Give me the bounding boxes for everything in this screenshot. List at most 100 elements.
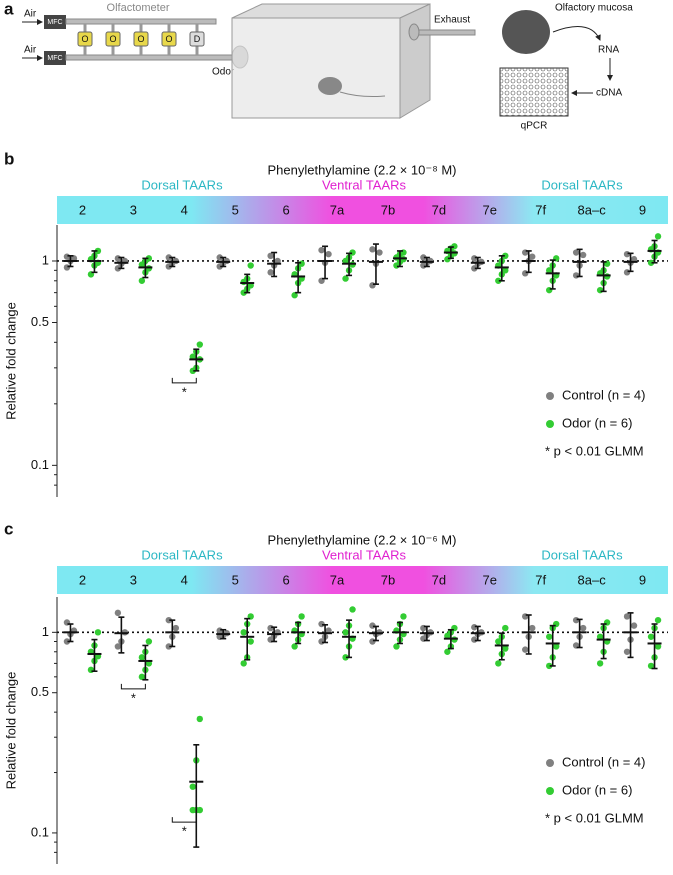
data-point <box>318 246 325 254</box>
significance-label: * <box>182 824 187 839</box>
group-label: Dorsal TAARs <box>141 177 223 192</box>
data-point <box>247 638 254 645</box>
significance-label: * <box>131 690 136 705</box>
data-point <box>189 783 196 790</box>
y-tick-label: 0.1 <box>31 457 49 472</box>
data-point <box>267 252 274 260</box>
data-point <box>172 624 179 632</box>
data-point <box>94 629 102 636</box>
data-point <box>298 260 305 267</box>
rna-label: RNA <box>598 45 619 56</box>
exhaust-pipe <box>414 29 476 36</box>
data-point <box>114 609 122 617</box>
data-point <box>114 265 122 272</box>
data-point <box>603 273 611 280</box>
legend-marker <box>546 420 554 428</box>
x-tick-label: 7d <box>432 572 446 587</box>
mfc-box <box>44 15 66 29</box>
data-point <box>165 643 172 650</box>
data-point <box>596 633 604 640</box>
data-point <box>298 613 305 620</box>
data-point <box>572 272 580 279</box>
x-tick-label: 4 <box>181 572 188 587</box>
data-point <box>165 616 172 624</box>
valve-label: O <box>109 34 116 44</box>
data-point <box>369 246 376 253</box>
data-point <box>444 648 451 655</box>
group-label: Dorsal TAARs <box>141 547 223 562</box>
x-tick-label: 7d <box>432 202 446 217</box>
data-point <box>267 269 274 276</box>
data-point <box>342 629 349 636</box>
y-axis-label: Relative fold change <box>3 302 18 420</box>
significance-label: * <box>182 384 187 399</box>
data-point <box>216 254 223 261</box>
data-point <box>647 662 655 670</box>
legend-label: Odor (n = 6) <box>562 782 632 797</box>
data-point <box>579 624 587 632</box>
valve <box>77 31 93 47</box>
data-point <box>145 255 153 262</box>
x-tick-label: 8a–c <box>578 202 607 217</box>
data-point <box>647 633 655 640</box>
data-point <box>87 666 95 674</box>
panel-a: a Air Air MFC MFC Olfactometer O O O O D Odo… <box>4 0 633 132</box>
group-label: Ventral TAARs <box>322 547 407 562</box>
data-point <box>165 254 172 261</box>
outlet <box>408 23 420 41</box>
panel-label: a <box>4 0 14 18</box>
x-tick-label: 7e <box>483 202 497 217</box>
data-point <box>471 265 478 272</box>
data-point <box>291 643 298 650</box>
x-tick-label: 3 <box>130 572 137 587</box>
data-point <box>502 267 509 274</box>
exhaust-label: Exhaust <box>434 15 470 26</box>
x-tick-label: 5 <box>232 572 239 587</box>
significance-bracket <box>171 817 197 823</box>
x-tick-label: 7f <box>535 202 546 217</box>
valve <box>133 31 149 47</box>
legend-label: Odor (n = 6) <box>562 415 632 430</box>
data-point <box>369 282 376 289</box>
x-tick-label: 7a <box>330 572 345 587</box>
x-tick-label: 4 <box>181 202 188 217</box>
panel-label: c <box>4 519 13 538</box>
data-point <box>546 286 553 294</box>
data-point <box>522 646 529 653</box>
data-point <box>369 638 376 645</box>
x-tick-label: 7e <box>483 572 497 587</box>
chamber-side <box>399 3 431 119</box>
data-point <box>138 673 146 681</box>
category-band <box>57 196 668 224</box>
data-point <box>63 264 71 271</box>
data-point <box>623 613 631 620</box>
x-tick-label: 7b <box>381 572 395 587</box>
data-point <box>572 616 580 624</box>
data-point <box>654 616 662 624</box>
cdna-label: cDNA <box>596 88 622 99</box>
air-label: Air <box>24 9 37 20</box>
mucosa-label: Olfactory mucosa <box>555 3 633 14</box>
y-tick-label: 0.1 <box>31 824 49 839</box>
valve-label: D <box>194 34 201 44</box>
data-point <box>630 256 638 263</box>
data-point <box>342 654 349 661</box>
category-band <box>57 566 668 594</box>
chamber-front <box>231 17 401 119</box>
data-point <box>522 270 529 277</box>
data-point <box>553 643 560 650</box>
data-point <box>529 253 536 260</box>
chart-title: Phenylethylamine (2.2 × 10⁻⁸ M) <box>267 162 456 177</box>
x-tick-label: 7b <box>381 202 395 217</box>
data-point <box>189 353 196 360</box>
data-point <box>420 254 427 261</box>
legend-label: Control (n = 4) <box>562 754 645 769</box>
data-point <box>196 806 203 814</box>
x-tick-label: 8a–c <box>578 572 607 587</box>
data-point <box>369 622 376 629</box>
data-point <box>596 286 604 294</box>
data-point <box>654 233 662 240</box>
x-tick-label: 7f <box>535 572 546 587</box>
x-tick-label: 6 <box>283 572 290 587</box>
